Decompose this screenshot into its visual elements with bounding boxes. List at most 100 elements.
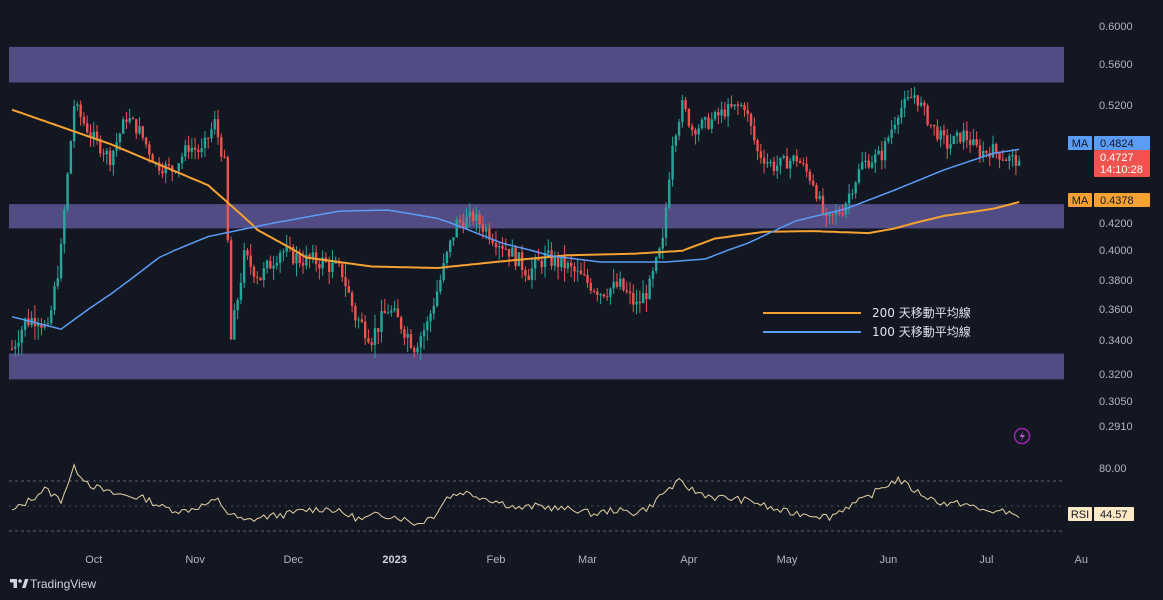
candle: [468, 203, 471, 228]
candle: [697, 123, 700, 142]
x-tick-label: Jun: [879, 554, 897, 566]
candle: [926, 103, 929, 127]
candle: [530, 258, 534, 289]
candle: [50, 305, 53, 326]
candle: [1008, 153, 1011, 170]
candle: [164, 160, 167, 184]
candle: [262, 261, 265, 288]
candle: [406, 326, 409, 352]
candle: [654, 256, 658, 274]
candle: [759, 143, 763, 164]
candle: [321, 250, 324, 276]
candle: [210, 122, 213, 143]
candle: [419, 331, 422, 360]
candle: [148, 141, 151, 163]
candle: [390, 305, 393, 317]
candle: [82, 112, 86, 127]
x-tick-label: Feb: [486, 554, 505, 566]
candle: [72, 99, 76, 148]
candle: [981, 141, 985, 163]
candle: [252, 264, 256, 284]
legend-label: 100 天移動平均線: [872, 324, 971, 339]
candle: [471, 208, 475, 226]
candle: [292, 244, 295, 266]
candle: [955, 129, 959, 144]
candle: [448, 239, 452, 258]
candle: [341, 263, 344, 282]
candle: [978, 139, 982, 163]
candle: [815, 182, 818, 202]
candle: [92, 121, 95, 147]
candle: [138, 117, 141, 135]
candle: [514, 245, 517, 271]
candle: [298, 248, 301, 268]
candle: [547, 239, 550, 256]
candle: [452, 237, 455, 246]
candle: [645, 284, 648, 312]
candle: [710, 112, 713, 134]
candle: [651, 267, 655, 288]
candle: [841, 204, 844, 217]
candle: [821, 188, 825, 216]
tradingview-logo[interactable]: TradingView: [10, 577, 96, 591]
candle: [991, 135, 995, 159]
svg-text:44.57: 44.57: [1100, 509, 1128, 521]
candle: [818, 191, 821, 201]
candle: [511, 239, 514, 257]
candle: [802, 157, 805, 167]
candle: [828, 213, 831, 224]
zones-layer: [9, 46, 1064, 380]
candle: [795, 149, 798, 167]
candle: [494, 231, 498, 256]
candle: [923, 100, 926, 116]
y-tick-label: 0.3400: [1099, 335, 1133, 347]
candle: [942, 124, 946, 145]
candle: [435, 280, 439, 308]
x-tick-label: Au: [1075, 554, 1088, 566]
y-tick-label: 0.5600: [1099, 59, 1133, 71]
candle: [579, 262, 583, 275]
candle: [932, 124, 936, 136]
svg-text:14:10:28: 14:10:28: [1100, 164, 1143, 176]
candle: [589, 278, 592, 295]
candle: [854, 180, 857, 199]
candle: [661, 227, 664, 260]
candle: [916, 95, 919, 112]
candle: [713, 110, 717, 122]
candle: [399, 315, 403, 334]
candle: [694, 127, 697, 145]
candle: [475, 206, 478, 232]
candle: [903, 90, 906, 118]
candle: [883, 137, 887, 169]
candle: [707, 112, 710, 131]
rsi-layer: 80.00: [9, 463, 1127, 532]
candle: [233, 303, 236, 340]
candle: [959, 132, 962, 145]
candle: [445, 250, 449, 270]
support-resistance-zone-3: [9, 353, 1064, 380]
candle: [769, 159, 772, 167]
candle: [308, 252, 311, 269]
candle: [939, 126, 942, 148]
candle: [141, 125, 144, 141]
rsi-tick-label: 80.00: [1099, 463, 1127, 475]
candle: [498, 243, 501, 260]
candle: [677, 118, 681, 141]
lightning-icon[interactable]: [1013, 427, 1031, 445]
candle: [229, 236, 233, 340]
candle: [540, 256, 543, 274]
candle: [373, 314, 377, 359]
candle: [609, 287, 612, 305]
candle: [563, 245, 566, 282]
x-tick-label: 2023: [382, 554, 406, 566]
candle: [128, 108, 131, 125]
y-tick-label: 0.3200: [1099, 369, 1133, 381]
svg-text:0.4824: 0.4824: [1100, 138, 1134, 150]
candle: [249, 244, 252, 275]
candle: [576, 259, 579, 282]
y-tick-label: 0.3050: [1099, 396, 1133, 408]
y-axis: 0.6000 0.5600 0.5200 0.4200 0.4000 0.3800 0.36…: [1099, 21, 1133, 433]
candle: [625, 281, 628, 295]
candle: [638, 290, 642, 313]
